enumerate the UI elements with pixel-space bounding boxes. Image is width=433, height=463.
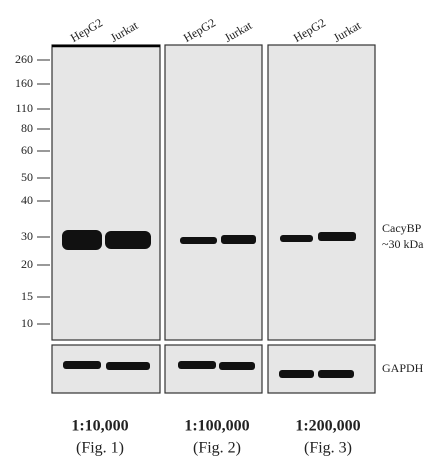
band <box>279 370 314 378</box>
blot-panel <box>52 45 160 340</box>
figure-ref: (Fig. 2) <box>193 440 241 457</box>
marker-label: 60 <box>21 143 33 157</box>
band <box>318 370 354 378</box>
band <box>318 232 356 241</box>
marker-label: 110 <box>15 101 33 115</box>
blot-panel <box>165 45 262 340</box>
band <box>62 230 102 250</box>
band <box>219 362 255 370</box>
lane-label: HepG2 <box>181 16 218 45</box>
band <box>63 361 101 369</box>
marker-label: 30 <box>21 229 33 243</box>
band <box>178 361 216 369</box>
band <box>180 237 217 244</box>
target-name: CacyBP <box>382 221 422 235</box>
marker-label: 260 <box>15 52 33 66</box>
band <box>280 235 313 242</box>
lane-label: HepG2 <box>291 16 328 45</box>
dilution: 1:100,000 <box>184 418 249 435</box>
band <box>105 231 151 249</box>
lane-label: Jurkat <box>331 18 364 45</box>
marker-label: 80 <box>21 121 33 135</box>
target-size: ~30 kDa <box>382 237 424 251</box>
band <box>221 235 256 244</box>
marker-label: 20 <box>21 257 33 271</box>
marker-label: 10 <box>21 316 33 330</box>
band <box>106 362 150 370</box>
figure-ref: (Fig. 3) <box>304 440 352 457</box>
lane-label: HepG2 <box>68 16 105 45</box>
marker-label: 50 <box>21 170 33 184</box>
lane-label: Jurkat <box>108 18 141 45</box>
figure-ref: (Fig. 1) <box>76 440 124 457</box>
dilution: 1:10,000 <box>71 418 128 435</box>
loading-panel <box>268 345 375 393</box>
marker-label: 15 <box>21 289 33 303</box>
western-blot-figure: HepG2 Jurkat HepG2 Jurkat HepG2 Jurkat C… <box>0 0 433 463</box>
control-name: GAPDH <box>382 361 424 375</box>
marker-label: 160 <box>15 76 33 90</box>
lane-label: Jurkat <box>222 18 255 45</box>
dilution: 1:200,000 <box>295 418 360 435</box>
marker-label: 40 <box>21 193 33 207</box>
blot-panel <box>268 45 375 340</box>
